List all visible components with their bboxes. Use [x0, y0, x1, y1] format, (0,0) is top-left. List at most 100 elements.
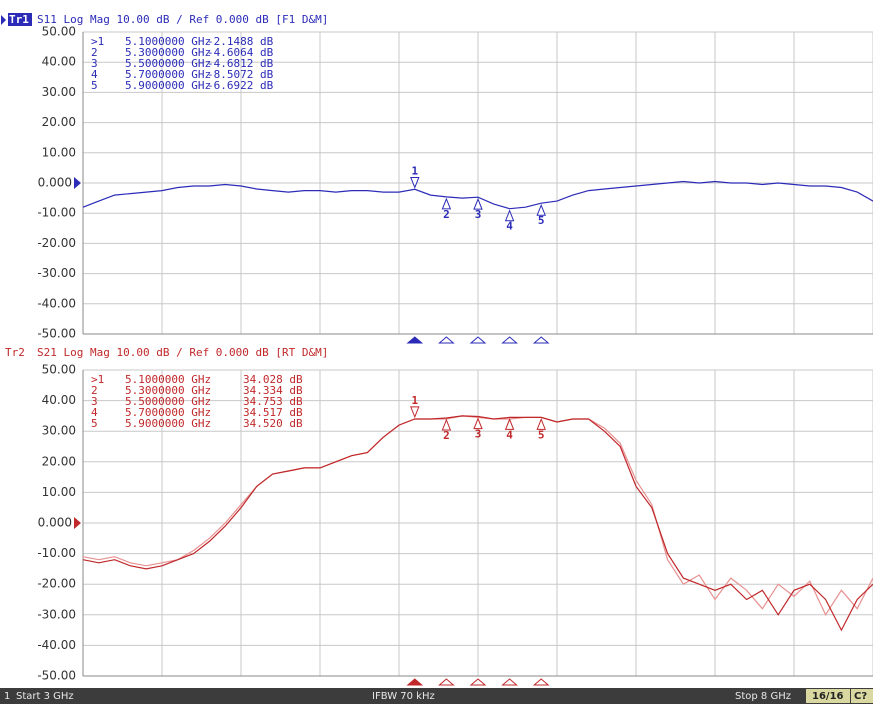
marker-table-id: 3 [91, 57, 98, 70]
marker-x-indicator [501, 336, 518, 344]
y-tick-label: 50.00 [42, 363, 76, 377]
marker-table-value: -4.6812 dB [207, 57, 274, 70]
marker-table-freq: 5.9000000 GHz [125, 79, 211, 92]
extra: C? [854, 691, 867, 702]
marker-table-value: 34.517 dB [243, 406, 303, 419]
y-tick-label: 40.00 [42, 393, 76, 407]
y-tick-label: -50.00 [37, 327, 76, 341]
y-tick-label: 0.000 [38, 516, 72, 530]
marker-table-freq: 5.5000000 GHz [125, 395, 211, 408]
marker-table-id: >1 [91, 373, 104, 386]
y-tick-label: -20.00 [37, 236, 76, 250]
y-tick-label: 20.00 [42, 454, 76, 468]
marker-id: 4 [506, 220, 513, 233]
marker-table-value: 34.520 dB [243, 417, 303, 430]
marker-table-freq: 5.3000000 GHz [125, 384, 211, 397]
marker-table-value: 34.334 dB [243, 384, 303, 397]
reference-arrow [74, 177, 81, 189]
marker-table-freq: 5.5000000 GHz [125, 57, 211, 70]
sweeps-box [806, 689, 850, 703]
marker-table-value: -4.6064 dB [207, 46, 274, 59]
y-tick-label: -10.00 [37, 206, 76, 220]
marker-x-indicator [406, 336, 424, 344]
marker [473, 197, 483, 210]
trace-label: Tr1 [9, 13, 29, 26]
marker-table-freq: 5.7000000 GHz [125, 68, 211, 81]
marker-table-id: 2 [91, 384, 98, 397]
marker-table-id: 5 [91, 417, 98, 430]
y-tick-label: -30.00 [37, 607, 76, 621]
marker [536, 418, 546, 430]
marker-table-id: 4 [91, 68, 98, 81]
marker-table-freq: 5.7000000 GHz [125, 406, 211, 419]
marker [504, 209, 515, 222]
start: Start 3 GHz [16, 691, 74, 702]
marker [536, 203, 546, 216]
marker-id: 4 [506, 428, 513, 441]
marker-table-freq: 5.3000000 GHz [125, 46, 211, 59]
chart-title: S11 Log Mag 10.00 dB / Ref 0.000 dB [F1 … [37, 13, 328, 26]
marker-table-id: 3 [91, 395, 98, 408]
marker-table-value: 34.753 dB [243, 395, 303, 408]
marker [504, 418, 515, 430]
y-tick-label: -40.00 [37, 296, 76, 310]
marker-id: 5 [538, 214, 545, 227]
y-tick-label: 30.00 [42, 424, 76, 438]
marker-id: 3 [475, 208, 482, 221]
marker-table-id: >1 [91, 35, 104, 48]
marker-table-value: -2.1488 dB [207, 35, 274, 48]
y-tick-label: 0.000 [38, 176, 72, 190]
extra-box [851, 689, 873, 703]
marker-x-indicator [501, 678, 518, 686]
marker-x-indicator [532, 336, 550, 344]
chart-title: S21 Log Mag 10.00 dB / Ref 0.000 dB [RT … [37, 346, 328, 359]
y-tick-label: -30.00 [37, 266, 76, 280]
marker-table-id: 2 [91, 46, 98, 59]
marker-x-indicator [406, 678, 424, 686]
marker-table-value: -8.5072 dB [207, 68, 274, 81]
trace-label-box [8, 13, 32, 26]
y-tick-label: 40.00 [42, 55, 76, 69]
active-trace-arrow [1, 15, 6, 25]
marker-id: 5 [538, 428, 545, 441]
reference-arrow [74, 517, 81, 529]
marker-table-id: 5 [91, 79, 98, 92]
ifbw: IFBW 70 kHz [372, 691, 435, 702]
marker-table-freq: 5.1000000 GHz [125, 35, 211, 48]
marker [410, 176, 420, 189]
marker-x-indicator [532, 678, 550, 686]
marker-id: 3 [475, 428, 482, 441]
marker-table-freq: 5.1000000 GHz [125, 373, 211, 386]
marker-x-indicator [469, 336, 487, 344]
trace [82, 415, 873, 632]
marker-x-indicator [469, 678, 487, 686]
marker-id: 1 [411, 164, 418, 177]
marker [441, 197, 452, 210]
marker [410, 406, 420, 419]
marker-id: 2 [443, 208, 450, 221]
marker [473, 417, 483, 430]
sweeps: 16/16 [812, 691, 844, 702]
trace-label: Tr2 [5, 346, 25, 359]
status-bar [0, 688, 873, 704]
marker [441, 418, 452, 431]
y-tick-label: -20.00 [37, 577, 76, 591]
y-tick-label: 50.00 [42, 25, 76, 39]
y-tick-label: 10.00 [42, 145, 76, 159]
marker-table-value: 34.028 dB [243, 373, 303, 386]
marker-table-value: -6.6922 dB [207, 79, 274, 92]
marker-table-id: 4 [91, 406, 98, 419]
y-tick-label: 30.00 [42, 85, 76, 99]
marker-x-indicator [438, 336, 455, 344]
channel: 1 [4, 691, 10, 702]
stop: Stop 8 GHz [735, 691, 791, 702]
y-tick-label: -10.00 [37, 546, 76, 560]
y-tick-label: 20.00 [42, 115, 76, 129]
y-tick-label: -50.00 [37, 669, 76, 683]
marker-table-freq: 5.9000000 GHz [125, 417, 211, 430]
y-tick-label: 10.00 [42, 485, 76, 499]
y-tick-label: -40.00 [37, 638, 76, 652]
marker-id: 2 [443, 429, 450, 442]
marker-x-indicator [438, 678, 455, 686]
